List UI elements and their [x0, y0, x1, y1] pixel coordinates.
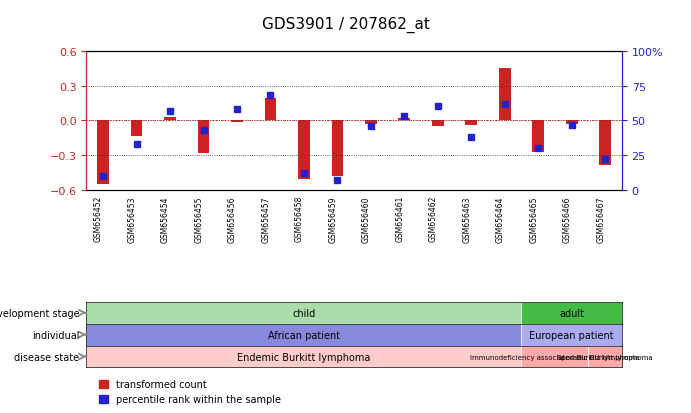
FancyBboxPatch shape	[522, 346, 589, 368]
Text: GSM656452: GSM656452	[94, 196, 103, 242]
Bar	[432, 121, 444, 127]
FancyBboxPatch shape	[86, 302, 522, 324]
Text: European patient: European patient	[529, 330, 614, 340]
Text: GSM656455: GSM656455	[195, 196, 204, 242]
FancyBboxPatch shape	[589, 346, 622, 368]
Text: GSM656466: GSM656466	[562, 196, 571, 242]
Bar	[599, 121, 611, 165]
Bar	[399, 119, 410, 121]
Text: Sporadic Burkitt lymphoma: Sporadic Burkitt lymphoma	[558, 354, 653, 360]
Text: GSM656458: GSM656458	[295, 196, 304, 242]
Text: GSM656461: GSM656461	[395, 196, 404, 242]
Text: GSM656460: GSM656460	[362, 196, 371, 242]
Text: African patient: African patient	[268, 330, 340, 340]
Text: Immunodeficiency associated Burkitt lymphoma: Immunodeficiency associated Burkitt lymp…	[471, 354, 640, 360]
Legend: transformed count, percentile rank within the sample: transformed count, percentile rank withi…	[95, 375, 285, 408]
Bar	[265, 99, 276, 121]
Text: GSM656459: GSM656459	[328, 196, 337, 242]
Text: GSM656465: GSM656465	[529, 196, 538, 242]
Bar	[298, 121, 310, 179]
Bar	[164, 118, 176, 121]
Text: GDS3901 / 207862_at: GDS3901 / 207862_at	[262, 17, 429, 33]
Text: child: child	[292, 308, 316, 318]
Text: GSM656464: GSM656464	[495, 196, 504, 242]
Text: Endemic Burkitt lymphoma: Endemic Burkitt lymphoma	[237, 351, 370, 362]
Text: GSM656463: GSM656463	[462, 196, 471, 242]
Bar	[131, 121, 142, 136]
FancyBboxPatch shape	[86, 346, 522, 368]
Bar	[231, 121, 243, 122]
FancyBboxPatch shape	[86, 324, 522, 346]
Text: adult: adult	[559, 308, 584, 318]
Text: GSM656462: GSM656462	[429, 196, 438, 242]
Text: GSM656457: GSM656457	[261, 196, 270, 242]
Text: development stage: development stage	[0, 308, 79, 318]
Text: GSM656456: GSM656456	[228, 196, 237, 242]
Text: GSM656467: GSM656467	[596, 196, 605, 242]
Bar	[532, 121, 544, 152]
Bar	[198, 121, 209, 154]
Bar	[332, 121, 343, 177]
Text: GSM656453: GSM656453	[128, 196, 137, 242]
Text: GSM656454: GSM656454	[161, 196, 170, 242]
Bar	[466, 121, 477, 126]
FancyBboxPatch shape	[522, 302, 622, 324]
Text: individual: individual	[32, 330, 79, 340]
Bar	[365, 121, 377, 125]
Bar	[566, 121, 578, 125]
Text: disease state: disease state	[15, 351, 79, 362]
Bar	[499, 69, 511, 121]
FancyBboxPatch shape	[522, 324, 622, 346]
Bar	[97, 121, 109, 185]
